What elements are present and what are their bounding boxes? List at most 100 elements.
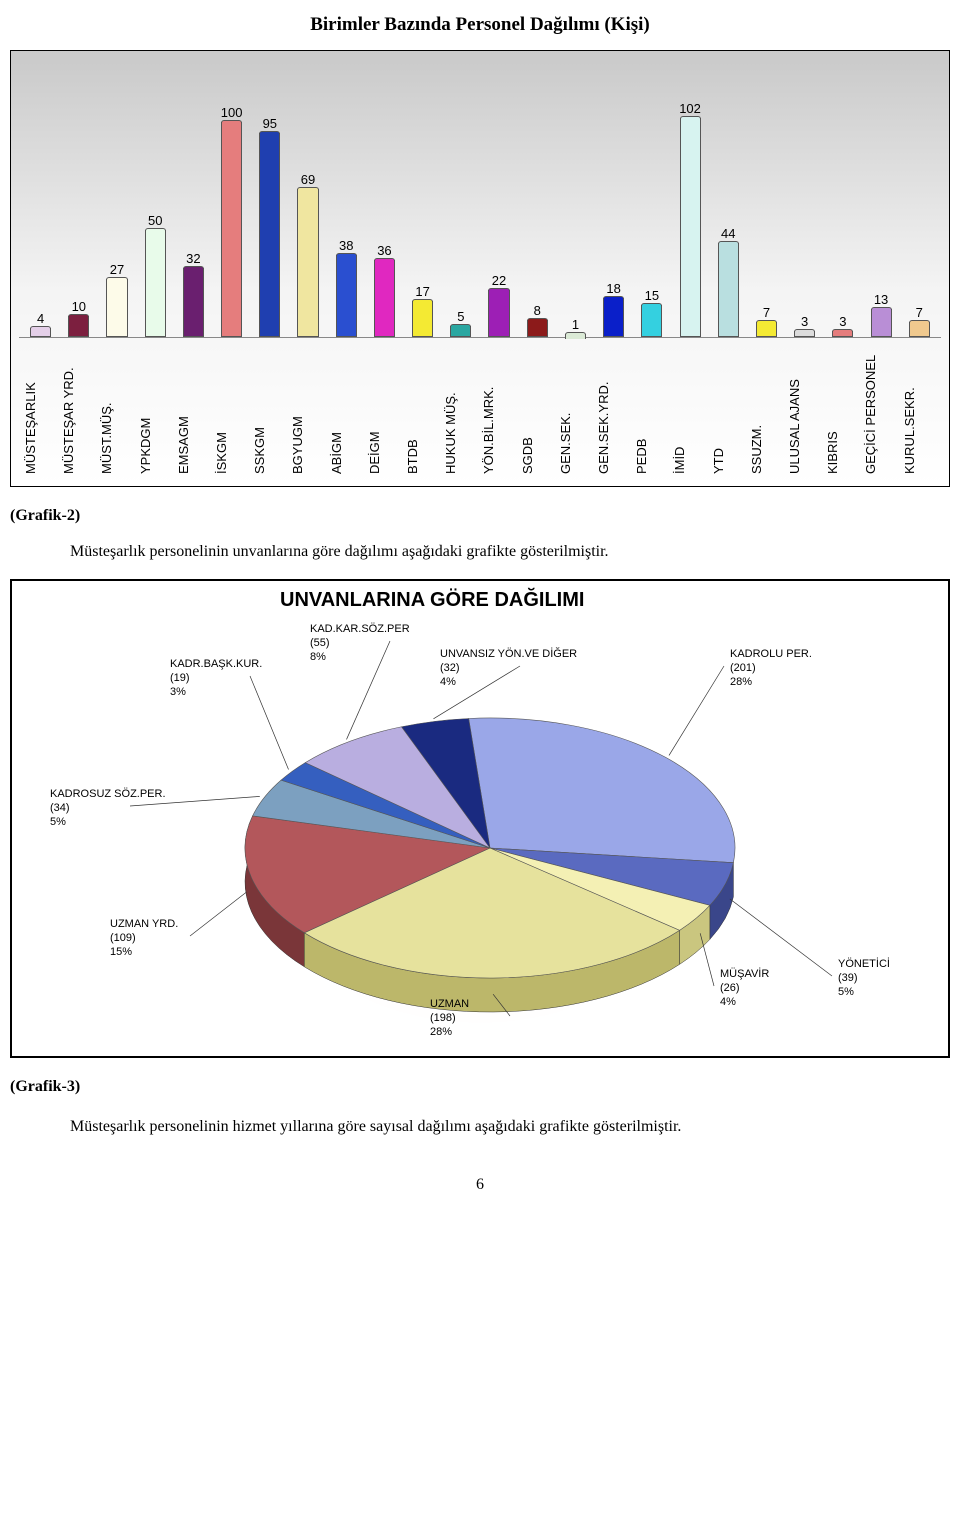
pie-label-name: MÜŞAVİR <box>720 968 769 982</box>
pie-label: KADROLU PER.(201)28% <box>730 648 812 689</box>
bar-22: 13 <box>863 292 898 337</box>
bar-xlabel: BTDB <box>405 338 440 478</box>
bar-value: 100 <box>221 105 243 120</box>
bar-xlabel: SGDB <box>520 338 555 478</box>
bar-value: 69 <box>301 172 315 187</box>
bar-16: 15 <box>634 288 669 337</box>
pie-label-count: (201) <box>730 662 812 676</box>
pie-label: KAD.KAR.SÖZ.PER(55)8% <box>310 623 410 664</box>
bar-xlabel: MÜSTEŞARLIK <box>23 338 58 478</box>
bar-12: 22 <box>481 273 516 337</box>
paragraph-3-text: Müsteşarlık personelinin hizmet yılların… <box>70 1118 681 1135</box>
bar-value: 15 <box>645 288 659 303</box>
pie-label: UZMAN(198)28% <box>430 998 469 1039</box>
bar-xlabel: GEN.SEK. <box>558 338 593 478</box>
paragraph-3: Müsteşarlık personelinin hizmet yılların… <box>10 1118 950 1136</box>
bar-rect <box>794 331 815 337</box>
bar-1: 10 <box>61 299 96 337</box>
pie-label-count: (109) <box>110 932 178 946</box>
pie-chart-title: UNVANLARINA GÖRE DAĞILIMI <box>280 589 940 612</box>
bar-rect <box>641 305 662 337</box>
pie-label: UZMAN YRD.(109)15% <box>110 918 178 959</box>
bar-13: 8 <box>520 303 555 337</box>
bar-8: 38 <box>329 238 364 337</box>
pie-label: YÖNETİCİ(39)5% <box>838 958 890 999</box>
pie-label-name: KADROSUZ SÖZ.PER. <box>50 788 166 802</box>
pie-label-name: UZMAN YRD. <box>110 918 178 932</box>
bar-xlabel: ABİGM <box>329 338 364 478</box>
pie-label: UNVANSIZ YÖN.VE DİĞER(32)4% <box>440 648 577 689</box>
bar-rect <box>221 122 242 337</box>
bar-xlabel: MÜST.MÜŞ. <box>99 338 134 478</box>
pie-leader-line <box>190 892 247 936</box>
bar-value: 44 <box>721 226 735 241</box>
pie-label-name: KADROLU PER. <box>730 648 812 662</box>
bar-18: 44 <box>711 226 746 337</box>
bar-rect <box>412 301 433 337</box>
bar-rect <box>680 118 701 337</box>
bar-value: 17 <box>415 284 429 299</box>
bar-value: 4 <box>37 311 44 326</box>
pie-label-name: YÖNETİCİ <box>838 958 890 972</box>
bar-xlabel: SSUZM. <box>749 338 784 478</box>
bar-xlabel: YTD <box>711 338 746 478</box>
bar-6: 95 <box>252 116 287 337</box>
pie-label-name: KAD.KAR.SÖZ.PER <box>310 623 410 637</box>
bar-17: 102 <box>672 101 707 337</box>
bar-value: 3 <box>801 314 808 329</box>
bar-xlabel: İSKGM <box>214 338 249 478</box>
bar-xlabel: HUKUK MÜŞ. <box>443 338 478 478</box>
bar-value: 1 <box>572 317 579 332</box>
bar-rect <box>183 268 204 337</box>
pie-label-pct: 5% <box>50 816 166 830</box>
page-number: 6 <box>10 1176 950 1194</box>
bar-2: 27 <box>99 262 134 337</box>
pie-label-pct: 4% <box>720 996 769 1010</box>
bar-rect <box>145 230 166 337</box>
paragraph-2: Müsteşarlık personelinin unvanlarına gör… <box>70 543 950 561</box>
bar-rect <box>603 298 624 337</box>
bar-value: 3 <box>839 314 846 329</box>
bar-xlabel: EMSAGM <box>176 338 211 478</box>
bar-rect <box>259 133 280 337</box>
bar-value: 7 <box>916 305 923 320</box>
pie-label-count: (55) <box>310 637 410 651</box>
pie-label-pct: 4% <box>440 676 577 690</box>
bar-xlabel: GEN.SEK.YRD. <box>596 338 631 478</box>
pie-leader-line <box>730 899 832 976</box>
pie-label-count: (39) <box>838 972 890 986</box>
pie-label: MÜŞAVİR(26)4% <box>720 968 769 1009</box>
bar-21: 3 <box>825 314 860 337</box>
bar-15: 18 <box>596 281 631 337</box>
bar-xlabel: ULUSAL AJANS <box>787 338 822 478</box>
bar-rect <box>718 243 739 337</box>
bar-value: 7 <box>763 305 770 320</box>
pie-slice-top <box>469 718 735 863</box>
bar-value: 36 <box>377 243 391 258</box>
bar-rect <box>488 290 509 337</box>
bar-xlabel: YÖN.BİL.MRK. <box>481 338 516 478</box>
pie-label-count: (26) <box>720 982 769 996</box>
pie-label-pct: 3% <box>170 686 262 700</box>
pie-label: KADR.BAŞK.KUR.(19)3% <box>170 658 262 699</box>
pie-label-pct: 28% <box>430 1026 469 1040</box>
bar-rect <box>374 260 395 337</box>
bar-rect <box>832 331 853 337</box>
bar-5: 100 <box>214 105 249 337</box>
pie-label-name: KADR.BAŞK.KUR. <box>170 658 262 672</box>
bar-xlabel: GEÇİCİ PERSONEL <box>863 338 898 478</box>
bar-value: 38 <box>339 238 353 253</box>
caption-grafik-2: (Grafik-2) <box>10 507 950 525</box>
bar-xlabel: İMİD <box>672 338 707 478</box>
pie-label-pct: 8% <box>310 651 410 665</box>
bar-value: 22 <box>492 273 506 288</box>
pie-label-pct: 28% <box>730 676 812 690</box>
bar-rect <box>68 316 89 337</box>
pie-label-pct: 15% <box>110 946 178 960</box>
pie-label: KADROSUZ SÖZ.PER.(34)5% <box>50 788 166 829</box>
bar-xlabel: MÜSTEŞAR YRD. <box>61 338 96 478</box>
bar-xlabel: PEDB <box>634 338 669 478</box>
bar-value: 27 <box>110 262 124 277</box>
pie-label-count: (34) <box>50 802 166 816</box>
bar-xlabel: DEİGM <box>367 338 402 478</box>
